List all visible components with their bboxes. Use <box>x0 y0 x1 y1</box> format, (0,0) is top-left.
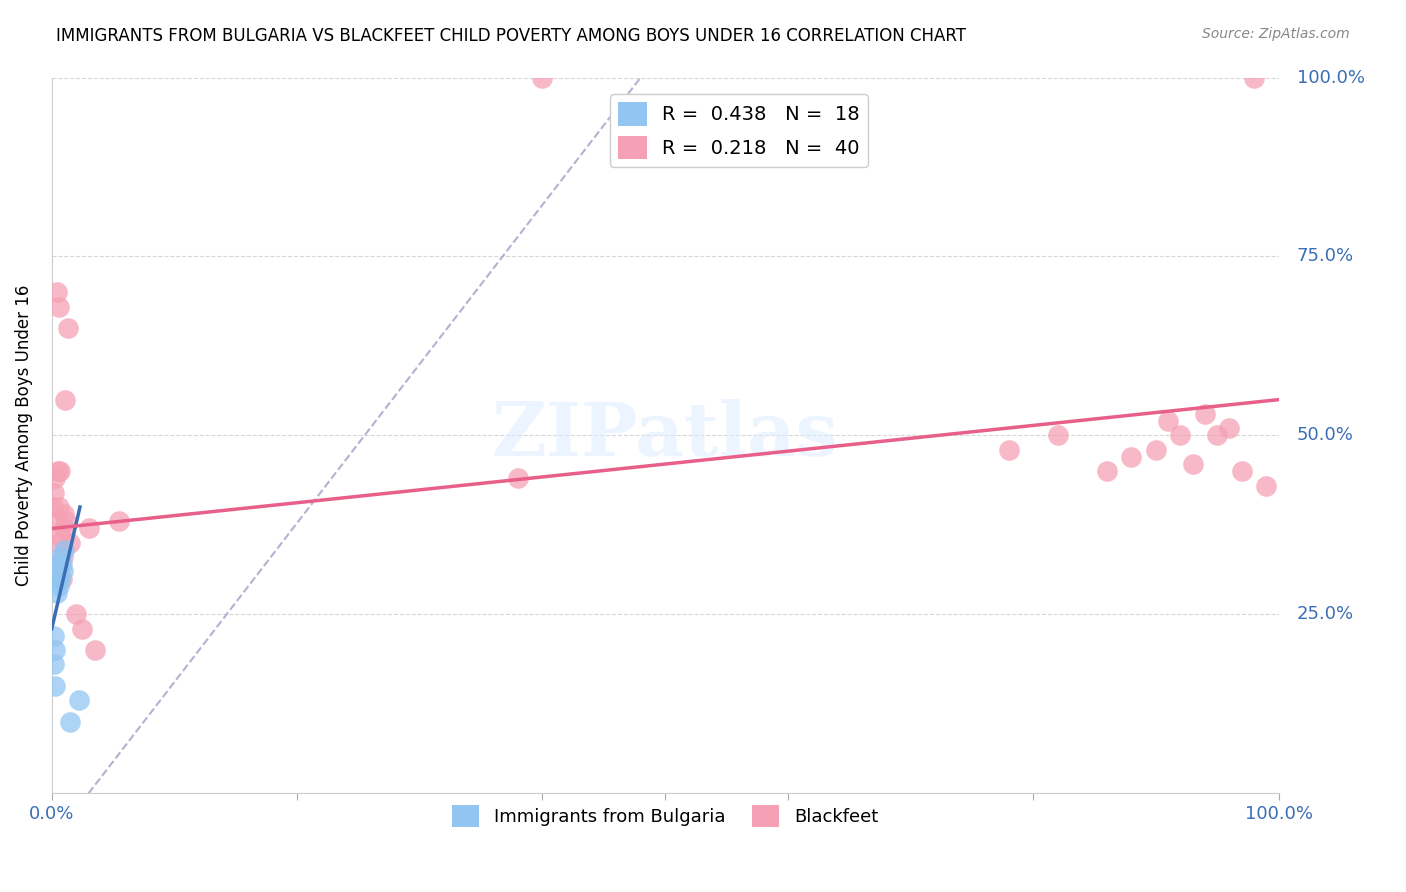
Point <box>65 607 87 622</box>
Text: IMMIGRANTS FROM BULGARIA VS BLACKFEET CHILD POVERTY AMONG BOYS UNDER 16 CORRELAT: IMMIGRANTS FROM BULGARIA VS BLACKFEET CH… <box>56 27 966 45</box>
Point <box>1046 428 1069 442</box>
Point <box>506 471 529 485</box>
Point <box>1121 450 1143 464</box>
Point <box>83 643 105 657</box>
Point <box>44 643 66 657</box>
Text: ZIPatlas: ZIPatlas <box>492 399 838 472</box>
Point <box>44 485 66 500</box>
Point <box>45 285 67 300</box>
Point <box>49 550 72 565</box>
Point <box>1144 442 1167 457</box>
Point <box>1243 70 1265 85</box>
Point <box>49 572 72 586</box>
Point <box>1206 428 1229 442</box>
Point <box>997 442 1019 457</box>
Point <box>48 500 70 514</box>
Point <box>108 514 131 528</box>
Point <box>45 514 67 528</box>
Point <box>1157 414 1180 428</box>
Point <box>52 565 75 579</box>
Point <box>42 572 65 586</box>
Point <box>1230 464 1253 478</box>
Text: 75.0%: 75.0% <box>1296 247 1354 266</box>
Point <box>51 572 73 586</box>
Point <box>77 521 100 535</box>
Point <box>56 321 79 335</box>
Point <box>1218 421 1240 435</box>
Text: Source: ZipAtlas.com: Source: ZipAtlas.com <box>1202 27 1350 41</box>
Point <box>46 558 69 572</box>
Point <box>53 392 76 407</box>
Point <box>51 558 73 572</box>
Text: 100.0%: 100.0% <box>1296 69 1365 87</box>
Point <box>48 579 70 593</box>
Legend: Immigrants from Bulgaria, Blackfeet: Immigrants from Bulgaria, Blackfeet <box>444 798 886 834</box>
Point <box>53 507 76 521</box>
Point <box>1194 407 1216 421</box>
Point <box>44 657 66 672</box>
Point <box>44 679 66 693</box>
Point <box>1181 457 1204 471</box>
Point <box>44 629 66 643</box>
Point <box>44 471 66 485</box>
Text: 25.0%: 25.0% <box>1296 606 1354 624</box>
Point <box>46 572 69 586</box>
Point <box>45 586 67 600</box>
Point <box>1095 464 1118 478</box>
Text: 50.0%: 50.0% <box>1296 426 1354 444</box>
Point <box>49 464 72 478</box>
Point <box>53 521 76 535</box>
Point <box>45 565 67 579</box>
Point <box>1170 428 1192 442</box>
Point <box>53 543 76 558</box>
Point <box>46 464 69 478</box>
Point <box>42 500 65 514</box>
Point <box>72 622 94 636</box>
Point <box>48 565 70 579</box>
Point <box>55 514 77 528</box>
Point <box>59 536 82 550</box>
Y-axis label: Child Poverty Among Boys Under 16: Child Poverty Among Boys Under 16 <box>15 285 32 586</box>
Point <box>49 529 72 543</box>
Point <box>52 550 75 565</box>
Point <box>1256 478 1278 492</box>
Point <box>531 70 554 85</box>
Point <box>59 714 82 729</box>
Point <box>46 536 69 550</box>
Point <box>48 300 70 314</box>
Point <box>67 693 90 707</box>
